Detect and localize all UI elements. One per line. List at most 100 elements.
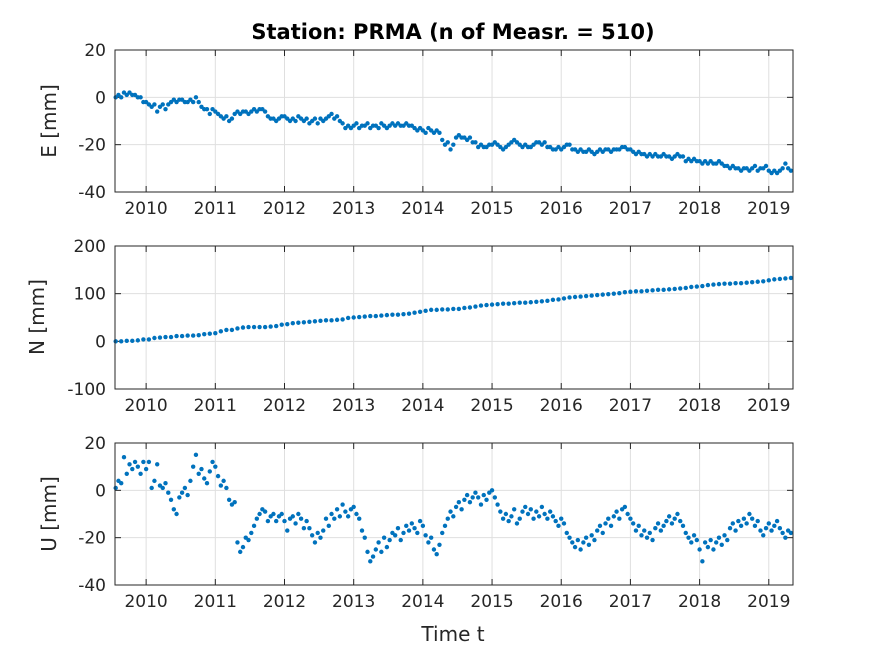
- data-point-e-231: [752, 163, 758, 169]
- data-point-u-182: [617, 516, 622, 521]
- data-point-u-61: [282, 518, 287, 524]
- data-point-u-58: [274, 518, 279, 524]
- data-point-u-205: [680, 523, 686, 529]
- ylabel-u: U [mm]: [37, 476, 61, 552]
- plot-area-e: [115, 50, 793, 192]
- data-point-u-191: [642, 528, 647, 533]
- data-point-n-15: [196, 332, 201, 338]
- data-point-n-60: [445, 307, 450, 312]
- data-point-n-44: [357, 314, 362, 320]
- data-point-n-39: [329, 318, 334, 323]
- data-point-u-83: [343, 509, 348, 514]
- data-point-u-91: [365, 549, 370, 555]
- y-tick-label-e-0: -40: [78, 183, 106, 203]
- data-point-u-185: [625, 511, 630, 517]
- data-point-u-189: [636, 523, 641, 529]
- x-tick-label-u-8: 2018: [678, 592, 721, 612]
- data-point-u-238: [772, 523, 777, 529]
- data-point-n-47: [373, 313, 379, 319]
- data-point-n-48: [379, 313, 384, 318]
- data-point-u-60: [279, 511, 284, 517]
- data-point-u-43: [232, 499, 237, 505]
- points-n: [113, 275, 794, 344]
- data-point-u-5: [127, 462, 132, 467]
- data-point-e-121: [448, 147, 453, 152]
- data-point-e-80: [334, 114, 340, 119]
- data-point-u-216: [711, 547, 716, 552]
- data-point-e-9: [138, 95, 143, 100]
- data-point-n-113: [738, 280, 744, 286]
- data-point-e-28: [190, 99, 196, 105]
- data-point-u-110: [417, 518, 423, 524]
- data-point-u-179: [608, 523, 614, 529]
- data-point-u-166: [572, 544, 578, 550]
- data-point-n-19: [218, 329, 224, 334]
- data-point-u-139: [498, 509, 503, 514]
- data-point-e-40: [224, 114, 229, 119]
- data-point-e-155: [542, 140, 547, 145]
- data-point-u-144: [511, 507, 517, 512]
- data-point-u-167: [575, 537, 581, 543]
- data-point-u-118: [440, 530, 445, 536]
- data-point-u-117: [437, 542, 442, 547]
- data-point-n-16: [202, 331, 207, 337]
- data-point-e-118: [440, 137, 445, 143]
- data-point-u-146: [517, 516, 522, 521]
- data-point-u-175: [597, 523, 603, 529]
- data-point-u-75: [321, 528, 326, 533]
- data-point-u-52: [257, 511, 262, 517]
- data-point-e-69: [304, 116, 309, 121]
- data-point-n-11: [174, 333, 179, 339]
- data-point-n-57: [428, 307, 434, 313]
- data-point-n-88: [600, 292, 605, 297]
- y-tick-label-e-3: 20: [84, 41, 106, 61]
- data-point-u-132: [478, 502, 484, 507]
- data-point-n-68: [489, 302, 495, 307]
- data-point-u-210: [694, 537, 700, 543]
- data-point-u-157: [547, 509, 553, 514]
- data-point-u-104: [401, 530, 406, 536]
- data-point-e-72: [312, 116, 318, 121]
- data-point-n-87: [595, 292, 600, 298]
- data-point-u-50: [251, 523, 257, 529]
- data-point-n-55: [417, 309, 423, 314]
- x-tick-label-u-1: 2011: [194, 592, 237, 612]
- data-point-n-3: [130, 338, 135, 344]
- data-point-u-125: [459, 507, 464, 512]
- data-point-u-188: [633, 528, 639, 533]
- x-tick-label-e-7: 2017: [609, 199, 652, 219]
- data-point-u-66: [296, 511, 301, 517]
- data-point-u-17: [160, 485, 165, 491]
- data-point-e-15: [155, 109, 160, 114]
- data-point-u-126: [462, 497, 467, 502]
- data-point-n-40: [334, 317, 340, 323]
- x-tick-label-n-7: 2017: [609, 396, 652, 416]
- data-point-u-116: [434, 552, 439, 557]
- data-point-u-147: [520, 509, 525, 514]
- data-point-u-69: [304, 518, 309, 524]
- data-point-u-79: [332, 516, 337, 521]
- data-point-n-23: [240, 325, 246, 330]
- data-point-n-9: [163, 334, 168, 340]
- data-point-n-82: [567, 295, 572, 300]
- data-point-u-169: [581, 540, 586, 545]
- data-point-n-84: [578, 294, 583, 299]
- x-tick-label-n-8: 2018: [678, 396, 721, 416]
- data-point-n-71: [506, 301, 511, 306]
- data-point-n-34: [301, 320, 307, 325]
- data-point-u-35: [210, 459, 215, 465]
- data-point-n-46: [368, 313, 373, 319]
- x-tick-label-u-3: 2013: [332, 592, 375, 612]
- data-point-e-241: [780, 166, 785, 171]
- data-point-e-164: [567, 142, 572, 147]
- data-point-u-106: [406, 528, 412, 533]
- x-tick-label-e-3: 2013: [332, 199, 375, 219]
- data-point-u-226: [738, 523, 744, 529]
- data-point-u-38: [218, 483, 224, 488]
- data-point-u-36: [213, 464, 218, 469]
- data-point-n-117: [761, 279, 766, 284]
- y-tick-label-n-3: 200: [74, 237, 106, 257]
- x-tick-label-n-0: 2010: [124, 396, 167, 416]
- y-tick-label-e-2: 0: [95, 88, 106, 108]
- data-point-n-32: [290, 321, 295, 326]
